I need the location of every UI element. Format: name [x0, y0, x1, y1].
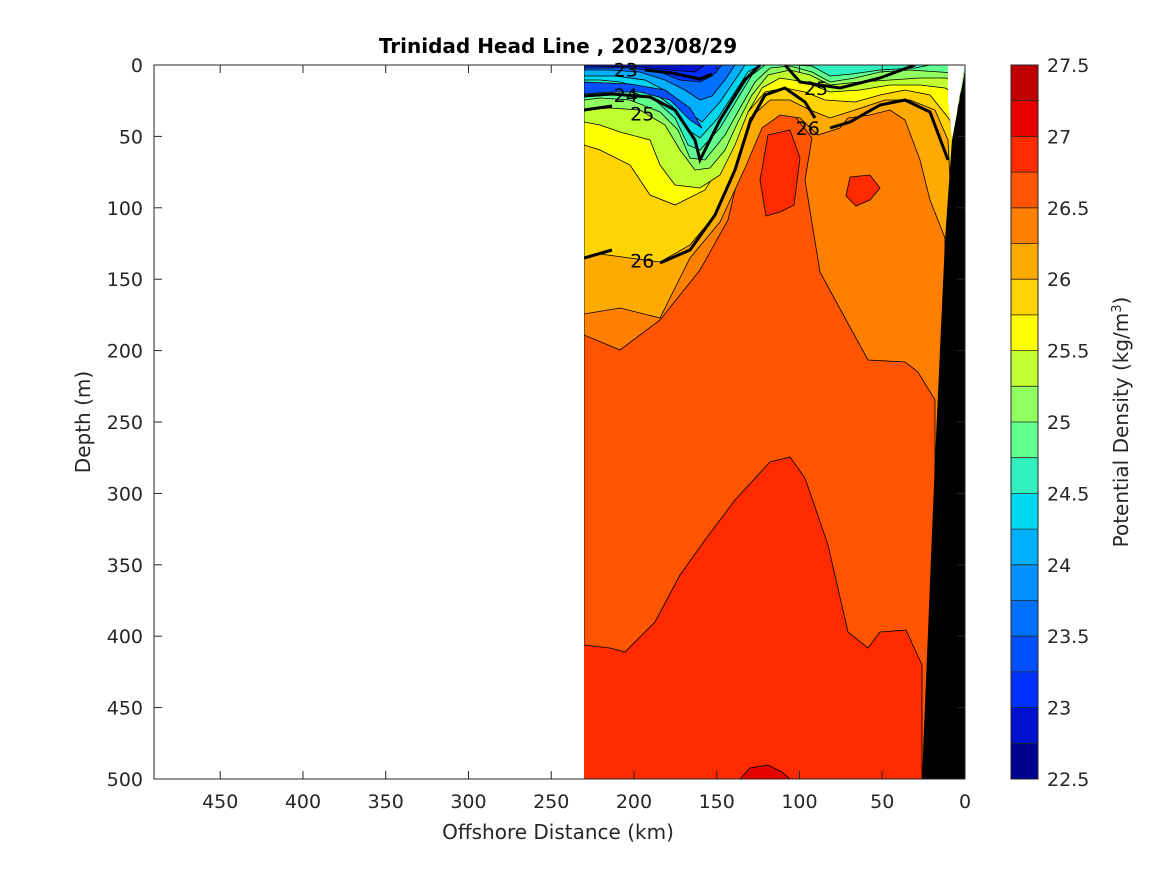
colorbar-swatch	[1011, 600, 1038, 637]
x-tick-label: 300	[450, 791, 486, 813]
density-patch-26-7-nearshore-upper	[759, 129, 801, 217]
density-band-upper-blue	[584, 81, 703, 129]
colorbar-swatch	[1011, 564, 1038, 601]
colorbar-swatch	[1011, 100, 1038, 137]
colorbar-ticks: 27.5 27 26.5 26 25.5 25 24.5 24 23.5 23 22.5	[1047, 55, 1089, 791]
colorbar-tick-label: 27	[1047, 126, 1071, 148]
x-tick-label: 450	[202, 791, 238, 813]
contour-label: 26	[630, 251, 654, 273]
colorbar-tick-label: 22.5	[1047, 769, 1089, 791]
contour-26-east	[829, 98, 950, 161]
colorbar-tick-label: 26.5	[1047, 198, 1089, 220]
y-axis-label: Depth (m)	[71, 371, 95, 473]
y-tick-label: 50	[119, 126, 143, 148]
contour-label: 25	[804, 78, 828, 100]
seafloor-land	[922, 70, 965, 779]
colorbar-tick-label: 23.5	[1047, 626, 1089, 648]
colorbar-swatch	[1011, 279, 1038, 316]
y-tick-label: 0	[131, 55, 143, 77]
colorbar-swatch	[1011, 243, 1038, 280]
colorbar-tick-label: 25	[1047, 412, 1071, 434]
colorbar-swatch	[1011, 350, 1038, 387]
y-tick-label: 150	[107, 269, 143, 291]
contour-25-west	[584, 104, 613, 112]
y-axis: 0 50 100 150 200 250 300 350 400 450 500	[107, 55, 965, 791]
x-tick-label: 100	[781, 791, 817, 813]
y-tick-label: 250	[107, 412, 143, 434]
x-tick-label: 250	[533, 791, 569, 813]
x-tick-label: 350	[368, 791, 404, 813]
no-data-wedge	[948, 65, 965, 140]
x-tick-label: 400	[285, 791, 321, 813]
contour-23	[644, 68, 713, 81]
y-tick-label: 200	[107, 341, 143, 363]
x-tick-label: 0	[959, 791, 971, 813]
colorbar-swatch	[1011, 386, 1038, 423]
colorbar-swatch	[1011, 529, 1038, 566]
colorbar-swatch	[1011, 172, 1038, 209]
y-tick-label: 400	[107, 626, 143, 648]
colorbar-swatch	[1011, 493, 1038, 530]
contour-24	[584, 65, 762, 165]
colorbar-frame	[1010, 64, 1039, 780]
colorbar-swatch	[1011, 314, 1038, 352]
colorbar-swatch	[1011, 707, 1038, 744]
y-tick-label: 100	[107, 198, 143, 220]
density-band-22-7	[584, 65, 706, 73]
colorbar-swatch	[1011, 671, 1038, 709]
contour-26-arc	[659, 86, 817, 265]
x-tick-label: 50	[870, 791, 894, 813]
contour-26-west	[584, 248, 613, 260]
contour-label: 26	[796, 118, 820, 140]
y-tick-label: 350	[107, 555, 143, 577]
colorbar-swatch	[1011, 743, 1038, 780]
chart-title: Trinidad Head Line , 2023/08/29	[379, 34, 737, 58]
colorbar-swatch	[1011, 422, 1038, 459]
density-patch-27	[739, 764, 791, 779]
contour-label: 24	[614, 85, 638, 107]
y-tick-label: 450	[107, 698, 143, 720]
colorbar-swatch	[1011, 136, 1038, 173]
colorbar-tick-label: 23	[1047, 698, 1071, 720]
colorbar-swatch	[1011, 65, 1038, 102]
colorbar-swatch	[1011, 457, 1038, 494]
y-tick-label: 500	[107, 769, 143, 791]
contour-label: 25	[630, 104, 654, 126]
colorbar-tick-label: 27.5	[1047, 55, 1089, 77]
x-axis-label: Offshore Distance (km)	[442, 820, 674, 844]
x-tick-label: 200	[616, 791, 652, 813]
colorbar-label: Potential Density (kg/m3)	[1109, 297, 1133, 548]
colorbar-tick-label: 24	[1047, 555, 1071, 577]
colorbar-tick-label: 26	[1047, 269, 1071, 291]
colorbar-swatch	[1011, 636, 1038, 673]
density-section	[584, 65, 965, 779]
colorbar-tick-label: 24.5	[1047, 483, 1089, 505]
y-tick-label: 300	[107, 483, 143, 505]
colorbar	[1011, 65, 1038, 780]
colorbar-tick-label: 25.5	[1047, 341, 1089, 363]
colorbar-swatch	[1011, 207, 1038, 244]
density-patch-26-7-midshelf	[845, 174, 881, 207]
contour-25-east	[783, 65, 916, 90]
x-axis: 450 400 350 300 250 200 150 100 50 0	[202, 65, 971, 813]
x-tick-label: 150	[699, 791, 735, 813]
